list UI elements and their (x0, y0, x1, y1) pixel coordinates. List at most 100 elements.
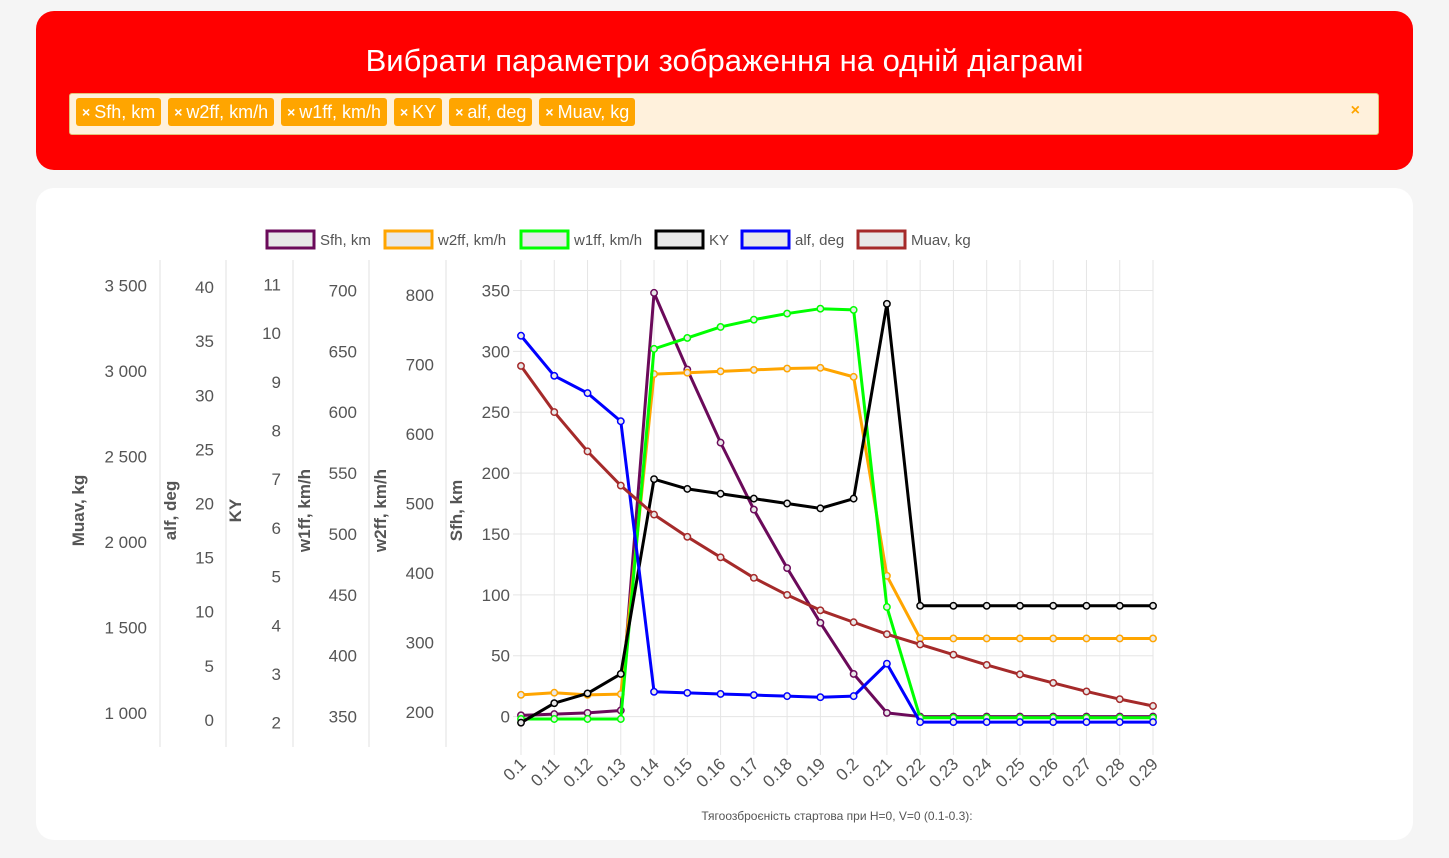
data-point[interactable] (749, 691, 758, 700)
data-point[interactable] (1149, 702, 1157, 710)
data-point[interactable] (583, 689, 592, 698)
data-point[interactable] (849, 372, 858, 381)
data-point[interactable] (816, 693, 825, 702)
data-point[interactable] (550, 371, 559, 380)
data-point[interactable] (1049, 678, 1058, 687)
legend-label[interactable]: alf, deg (795, 232, 844, 249)
legend-label[interactable]: w2ff, km/h (437, 232, 506, 249)
tag-ky[interactable]: × KY (393, 98, 443, 126)
data-point[interactable] (716, 438, 725, 447)
data-point[interactable] (849, 670, 858, 678)
data-point[interactable] (650, 344, 659, 353)
data-point[interactable] (517, 718, 525, 727)
data-point[interactable] (783, 564, 792, 572)
data-point[interactable] (749, 365, 758, 374)
data-point[interactable] (949, 601, 958, 610)
data-point[interactable] (550, 715, 559, 723)
data-point[interactable] (882, 659, 891, 668)
data-point[interactable] (849, 618, 858, 627)
data-point[interactable] (749, 573, 758, 582)
parameter-multiselect[interactable]: × Sfh, km × w2ff, km/h × w1ff, km/h × KY × al… (69, 93, 1379, 135)
data-point[interactable] (783, 364, 792, 373)
legend-label[interactable]: w1ff, km/h (573, 232, 642, 249)
data-point[interactable] (1049, 601, 1058, 610)
data-point[interactable] (783, 499, 792, 508)
legend-swatch[interactable] (265, 229, 316, 250)
data-point[interactable] (716, 367, 725, 376)
data-point[interactable] (849, 305, 858, 314)
data-point[interactable] (517, 331, 525, 340)
data-point[interactable] (1149, 601, 1157, 610)
tag-muav[interactable]: × Muav, kg (539, 98, 636, 126)
remove-tag-icon[interactable]: × (82, 104, 91, 120)
data-point[interactable] (982, 661, 991, 669)
data-point[interactable] (716, 489, 725, 498)
data-point[interactable] (849, 692, 858, 701)
data-point[interactable] (816, 363, 825, 372)
data-point[interactable] (650, 687, 659, 696)
data-point[interactable] (550, 408, 559, 417)
data-point[interactable] (882, 603, 891, 611)
tag-sfh[interactable]: × Sfh, km (76, 98, 162, 126)
data-point[interactable] (650, 288, 659, 297)
data-point[interactable] (882, 630, 891, 639)
data-point[interactable] (583, 389, 592, 398)
data-point[interactable] (982, 718, 991, 727)
data-point[interactable] (1015, 634, 1024, 643)
remove-tag-icon[interactable]: × (455, 104, 464, 120)
data-point[interactable] (517, 690, 525, 699)
data-point[interactable] (882, 299, 891, 308)
data-point[interactable] (1149, 634, 1157, 643)
data-point[interactable] (616, 715, 625, 723)
data-point[interactable] (1082, 634, 1091, 643)
data-point[interactable] (949, 650, 958, 659)
legend-swatch[interactable] (856, 229, 907, 250)
data-point[interactable] (982, 601, 991, 610)
data-point[interactable] (783, 590, 792, 599)
data-point[interactable] (1115, 718, 1124, 727)
data-point[interactable] (616, 417, 625, 426)
data-point[interactable] (683, 333, 692, 342)
data-point[interactable] (1049, 634, 1058, 643)
data-point[interactable] (783, 309, 792, 318)
remove-tag-icon[interactable]: × (545, 104, 554, 120)
data-point[interactable] (949, 718, 958, 727)
data-point[interactable] (1115, 601, 1124, 610)
data-point[interactable] (849, 494, 858, 503)
data-point[interactable] (716, 553, 725, 562)
data-point[interactable] (816, 304, 825, 313)
data-point[interactable] (749, 315, 758, 324)
legend-swatch[interactable] (740, 229, 791, 250)
data-point[interactable] (550, 699, 559, 708)
data-point[interactable] (916, 640, 925, 649)
legend-label[interactable]: KY (709, 232, 729, 249)
data-point[interactable] (1115, 634, 1124, 643)
data-point[interactable] (716, 323, 725, 331)
data-point[interactable] (1082, 687, 1091, 696)
data-point[interactable] (749, 494, 758, 503)
data-point[interactable] (916, 601, 925, 610)
tag-w1ff[interactable]: × w1ff, km/h (281, 98, 387, 126)
legend-swatch[interactable] (654, 229, 705, 250)
data-point[interactable] (1049, 718, 1058, 727)
tag-alf[interactable]: × alf, deg (449, 98, 533, 126)
data-point[interactable] (816, 606, 825, 615)
data-point[interactable] (1082, 601, 1091, 610)
data-point[interactable] (683, 368, 692, 377)
data-point[interactable] (749, 505, 758, 514)
data-point[interactable] (616, 670, 625, 678)
data-point[interactable] (816, 618, 825, 627)
data-point[interactable] (783, 692, 792, 701)
data-point[interactable] (1115, 695, 1124, 704)
remove-tag-icon[interactable]: × (174, 104, 183, 120)
clear-all-icon[interactable]: × (1350, 102, 1360, 119)
remove-tag-icon[interactable]: × (287, 104, 296, 120)
data-point[interactable] (1149, 718, 1157, 727)
data-point[interactable] (616, 481, 625, 490)
data-point[interactable] (882, 708, 891, 717)
data-point[interactable] (982, 634, 991, 643)
data-point[interactable] (683, 688, 692, 697)
data-point[interactable] (1082, 718, 1091, 727)
data-point[interactable] (550, 688, 559, 697)
legend-swatch[interactable] (519, 229, 570, 250)
